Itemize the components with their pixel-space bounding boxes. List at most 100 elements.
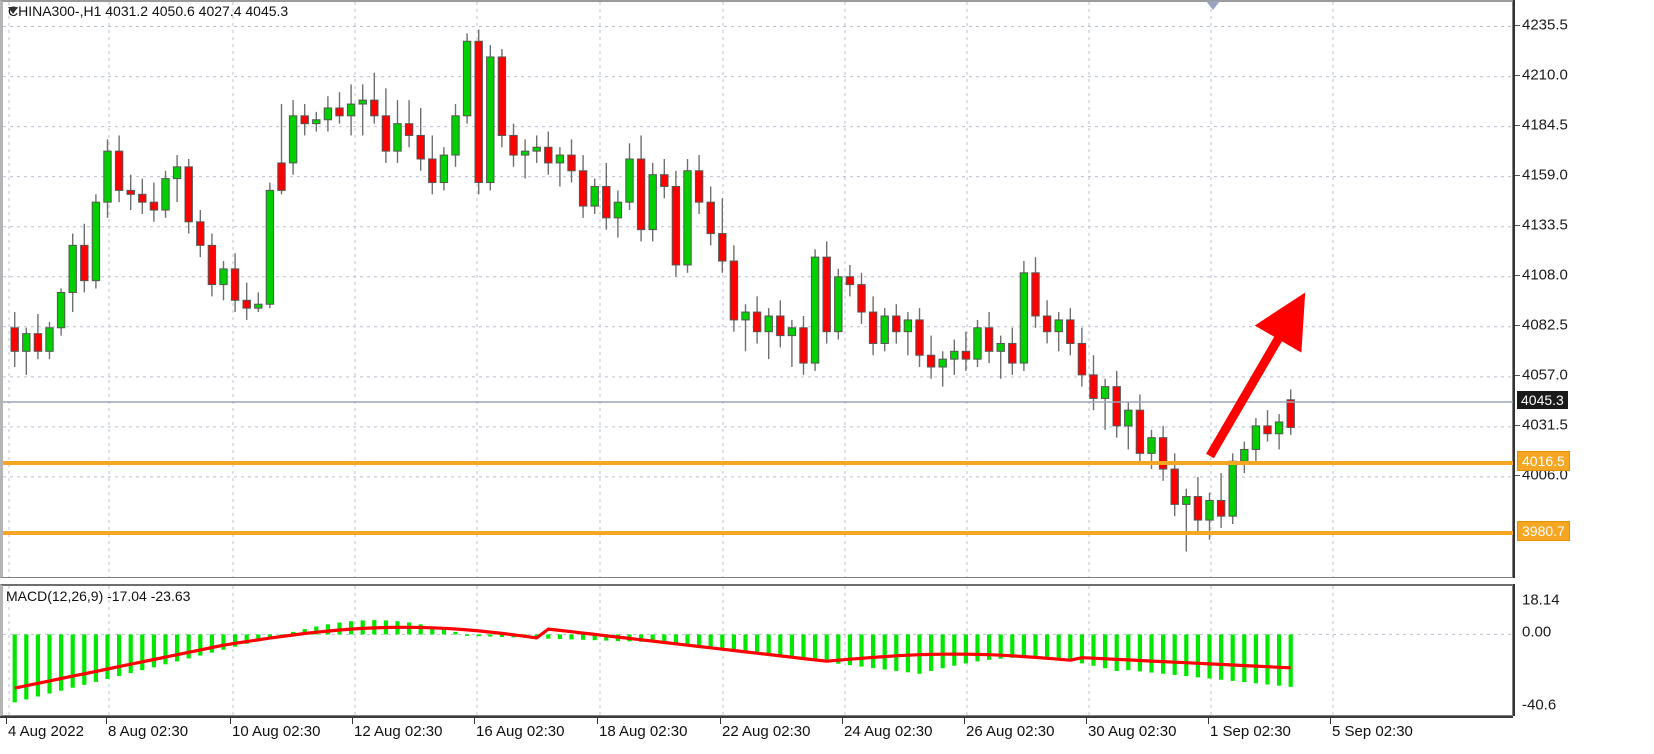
macd-histogram-bar bbox=[209, 634, 214, 653]
candle-body bbox=[636, 158, 646, 231]
candle-body bbox=[1205, 499, 1214, 521]
macd-histogram-bar bbox=[1184, 634, 1189, 677]
price-axis-tick bbox=[1515, 74, 1520, 76]
price-axis-label: 4133.5 bbox=[1522, 216, 1568, 234]
macd-indicator-panel[interactable] bbox=[0, 584, 1513, 716]
candle-body bbox=[1286, 399, 1295, 428]
macd-histogram-bar bbox=[813, 634, 818, 661]
price-axis-tick bbox=[1515, 224, 1520, 226]
macd-histogram-bar bbox=[673, 634, 678, 643]
macd-histogram-bar bbox=[256, 634, 261, 641]
candle-body bbox=[810, 256, 820, 364]
price-chart-canvas bbox=[3, 2, 1513, 577]
macd-histogram-bar bbox=[233, 634, 238, 647]
candle-body bbox=[358, 99, 367, 105]
candle-body bbox=[1054, 319, 1063, 333]
price-axis-label: 4082.5 bbox=[1522, 316, 1568, 334]
candle-body bbox=[1274, 421, 1284, 435]
candle-body bbox=[1112, 386, 1121, 427]
macd-histogram-bar bbox=[1207, 634, 1212, 679]
macd-axis-label: -40.6 bbox=[1522, 696, 1557, 714]
candle-body bbox=[126, 189, 135, 195]
candle-body bbox=[671, 185, 681, 266]
candle-body bbox=[80, 244, 89, 282]
candle-body bbox=[219, 268, 228, 286]
candle-body bbox=[683, 170, 692, 266]
candle-body bbox=[567, 154, 576, 172]
macd-axis-label: 0.00 bbox=[1522, 623, 1552, 641]
candle-body bbox=[196, 221, 205, 246]
macd-histogram-bar bbox=[93, 634, 98, 682]
candle-body bbox=[91, 201, 101, 282]
candle-body bbox=[787, 327, 797, 337]
macd-histogram-bar bbox=[662, 634, 667, 643]
macd-histogram-bar bbox=[1103, 634, 1108, 669]
time-axis-label: 10 Aug 02:30 bbox=[232, 723, 321, 740]
candle-body bbox=[602, 185, 611, 219]
macd-header-label: MACD(12,26,9) -17.04 -23.63 bbox=[6, 588, 191, 604]
macd-histogram-bar bbox=[1126, 634, 1131, 671]
macd-histogram-bar bbox=[1137, 634, 1142, 672]
candle-body bbox=[370, 99, 379, 117]
macd-histogram-bar bbox=[488, 634, 493, 637]
candle-body bbox=[1100, 386, 1110, 399]
macd-histogram-bar bbox=[430, 626, 435, 635]
price-chart-panel[interactable] bbox=[0, 0, 1513, 578]
candle-body bbox=[184, 166, 193, 223]
candle-body bbox=[149, 201, 159, 211]
macd-axis[interactable]: 18.14 0.00 -40.6 bbox=[1513, 584, 1654, 716]
time-axis[interactable]: 4 Aug 2022 8 Aug 02:30 10 Aug 02:30 12 Aug … bbox=[0, 716, 1513, 754]
candle-body bbox=[590, 185, 599, 207]
macd-histogram-bar bbox=[1010, 634, 1015, 658]
macd-histogram-bar bbox=[24, 634, 29, 700]
macd-histogram-bar bbox=[882, 634, 887, 670]
candle-body bbox=[404, 123, 414, 136]
candle-body bbox=[45, 327, 54, 352]
candle-body bbox=[1263, 425, 1272, 435]
macd-histogram-bar bbox=[1033, 634, 1038, 658]
macd-histogram-bar bbox=[12, 634, 17, 703]
macd-histogram-bar bbox=[975, 634, 980, 662]
candle-body bbox=[474, 40, 483, 184]
candle-body bbox=[1228, 460, 1237, 517]
candle-body bbox=[462, 40, 472, 117]
candle-body bbox=[625, 158, 634, 203]
time-axis-tick bbox=[1208, 718, 1209, 724]
time-axis-label: 12 Aug 02:30 bbox=[354, 723, 443, 740]
candle-body bbox=[312, 119, 321, 125]
candle-body bbox=[520, 150, 530, 156]
macd-histogram-bar bbox=[592, 634, 597, 641]
candle-body bbox=[1170, 468, 1179, 505]
candle-body bbox=[172, 166, 182, 180]
macd-histogram-bar bbox=[476, 634, 481, 637]
macd-histogram-bar bbox=[453, 631, 458, 635]
candle-body bbox=[845, 276, 855, 286]
candle-body bbox=[613, 201, 623, 219]
time-axis-tick bbox=[1086, 718, 1087, 724]
macd-histogram-bar bbox=[163, 634, 168, 665]
macd-histogram-bar bbox=[1068, 634, 1073, 662]
candle-body bbox=[230, 268, 240, 301]
macd-axis-label: 18.14 bbox=[1522, 591, 1560, 609]
macd-histogram-bar bbox=[128, 634, 133, 674]
candle-body bbox=[718, 233, 727, 262]
time-axis-label: 26 Aug 02:30 bbox=[966, 723, 1055, 740]
candle-body bbox=[486, 56, 495, 184]
candle-body bbox=[56, 291, 66, 329]
time-axis-tick bbox=[842, 718, 843, 724]
candle-body bbox=[892, 315, 901, 333]
macd-histogram-bar bbox=[766, 634, 771, 656]
macd-histogram-bar bbox=[291, 631, 296, 635]
macd-histogram-bar bbox=[859, 634, 864, 667]
triangle-down-icon[interactable] bbox=[8, 7, 18, 14]
time-axis-label: 5 Sep 02:30 bbox=[1332, 723, 1413, 740]
price-axis-tick bbox=[1515, 124, 1520, 126]
candle-body bbox=[903, 319, 913, 333]
price-axis-label: 4108.0 bbox=[1522, 266, 1568, 284]
macd-histogram-bar bbox=[1114, 634, 1119, 671]
candle-body bbox=[555, 154, 565, 164]
time-axis-tick bbox=[474, 718, 475, 724]
candle-body bbox=[161, 178, 170, 211]
price-axis[interactable]: 4235.5 4210.0 4184.5 4159.0 4133.5 4108.0 4082… bbox=[1513, 0, 1654, 578]
